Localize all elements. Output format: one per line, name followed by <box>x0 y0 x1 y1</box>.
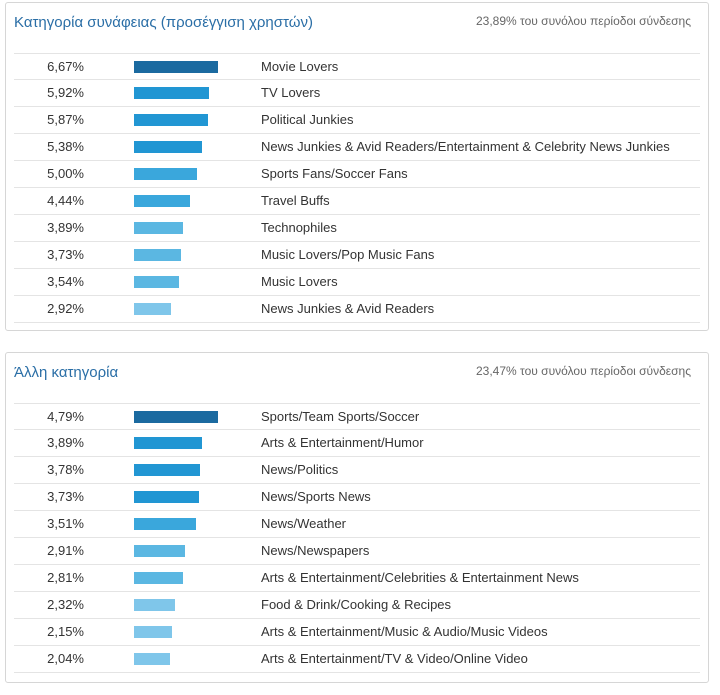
value-label: 4,79% <box>47 409 84 424</box>
value-label: 5,38% <box>47 139 84 154</box>
category-table: 4,79% Sports/Team Sports/Soccer 3,89% Arts … <box>14 403 700 673</box>
category-label[interactable]: Music Lovers <box>261 274 338 289</box>
table-row: 4,79% Sports/Team Sports/Soccer <box>14 403 700 430</box>
category-label[interactable]: Arts & Entertainment/TV & Video/Online V… <box>261 651 528 666</box>
value-label: 5,92% <box>47 85 84 100</box>
value-label: 3,89% <box>47 435 84 450</box>
bar <box>134 61 218 73</box>
category-label[interactable]: Sports Fans/Soccer Fans <box>261 166 408 181</box>
panel-summary: 23,47% του συνόλου περίοδοι σύνδεσης <box>476 364 691 378</box>
bar <box>134 87 209 99</box>
table-row: 2,91% News/Newspapers <box>14 538 700 565</box>
panel-title[interactable]: Άλλη κατηγορία <box>14 364 119 381</box>
table-row: 3,89% Arts & Entertainment/Humor <box>14 430 700 457</box>
value-label: 3,73% <box>47 247 84 262</box>
bar <box>134 572 183 584</box>
table-row: 5,38% News Junkies & Avid Readers/Enterta… <box>14 134 700 161</box>
bar <box>134 222 183 234</box>
category-label[interactable]: Arts & Entertainment/Music & Audio/Music… <box>261 624 548 639</box>
bar <box>134 276 179 288</box>
other-category-panel: Άλλη κατηγορία 23,47% του συνόλου περίοδ… <box>5 352 709 683</box>
value-label: 3,51% <box>47 516 84 531</box>
category-label[interactable]: Movie Lovers <box>261 59 339 74</box>
category-label[interactable]: Arts & Entertainment/Celebrities & Enter… <box>261 570 579 585</box>
table-row: 3,89% Technophiles <box>14 215 700 242</box>
panel-header: Κατηγορία συνάφειας (προσέγγιση χρηστών)… <box>6 3 708 39</box>
bar <box>134 195 190 207</box>
panel-title[interactable]: Κατηγορία συνάφειας (προσέγγιση χρηστών) <box>14 14 313 31</box>
bar <box>134 303 171 315</box>
category-label[interactable]: News/Politics <box>261 462 339 477</box>
bar <box>134 545 185 557</box>
value-label: 2,92% <box>47 301 84 316</box>
value-label: 5,87% <box>47 112 84 127</box>
table-row: 4,44% Travel Buffs <box>14 188 700 215</box>
table-row: 2,15% Arts & Entertainment/Music & Audio/… <box>14 619 700 646</box>
value-label: 3,89% <box>47 220 84 235</box>
table-row: 5,87% Political Junkies <box>14 107 700 134</box>
table-row: 2,04% Arts & Entertainment/TV & Video/Onl… <box>14 646 700 673</box>
panel-header: Άλλη κατηγορία 23,47% του συνόλου περίοδ… <box>6 353 708 389</box>
category-label[interactable]: Political Junkies <box>261 112 354 127</box>
value-label: 3,78% <box>47 462 84 477</box>
table-row: 6,67% Movie Lovers <box>14 53 700 80</box>
table-row: 3,73% News/Sports News <box>14 484 700 511</box>
value-label: 4,44% <box>47 193 84 208</box>
value-label: 2,81% <box>47 570 84 585</box>
table-row: 2,92% News Junkies & Avid Readers <box>14 296 700 323</box>
category-label[interactable]: Food & Drink/Cooking & Recipes <box>261 597 452 612</box>
value-label: 3,54% <box>47 274 84 289</box>
category-label[interactable]: Travel Buffs <box>261 193 330 208</box>
table-row: 2,81% Arts & Entertainment/Celebrities & … <box>14 565 700 592</box>
table-row: 5,92% TV Lovers <box>14 80 700 107</box>
category-label[interactable]: News/Weather <box>261 516 347 531</box>
panel-summary: 23,89% του συνόλου περίοδοι σύνδεσης <box>476 14 691 28</box>
value-label: 2,04% <box>47 651 84 666</box>
bar <box>134 437 202 449</box>
bar <box>134 464 200 476</box>
table-row: 5,00% Sports Fans/Soccer Fans <box>14 161 700 188</box>
category-label[interactable]: TV Lovers <box>261 85 321 100</box>
bar <box>134 114 208 126</box>
category-table: 6,67% Movie Lovers 5,92% TV Lovers 5,87% Poli… <box>14 53 700 323</box>
category-label[interactable]: Arts & Entertainment/Humor <box>261 435 424 450</box>
bar <box>134 168 197 180</box>
value-label: 5,00% <box>47 166 84 181</box>
category-label[interactable]: News Junkies & Avid Readers/Entertainmen… <box>261 139 670 154</box>
category-label[interactable]: Sports/Team Sports/Soccer <box>261 409 420 424</box>
value-label: 3,73% <box>47 489 84 504</box>
bar <box>134 491 199 503</box>
table-row: 3,73% Music Lovers/Pop Music Fans <box>14 242 700 269</box>
affinity-category-panel: Κατηγορία συνάφειας (προσέγγιση χρηστών)… <box>5 2 709 331</box>
category-label[interactable]: News/Sports News <box>261 489 371 504</box>
bar <box>134 518 196 530</box>
category-label[interactable]: News Junkies & Avid Readers <box>261 301 435 316</box>
table-row: 3,54% Music Lovers <box>14 269 700 296</box>
bar <box>134 626 172 638</box>
category-label[interactable]: News/Newspapers <box>261 543 370 558</box>
category-label[interactable]: Technophiles <box>261 220 337 235</box>
value-label: 6,67% <box>47 59 84 74</box>
bar <box>134 653 170 665</box>
value-label: 2,15% <box>47 624 84 639</box>
bar <box>134 599 175 611</box>
value-label: 2,32% <box>47 597 84 612</box>
bar <box>134 411 218 423</box>
table-row: 2,32% Food & Drink/Cooking & Recipes <box>14 592 700 619</box>
category-label[interactable]: Music Lovers/Pop Music Fans <box>261 247 435 262</box>
table-row: 3,51% News/Weather <box>14 511 700 538</box>
value-label: 2,91% <box>47 543 84 558</box>
bar <box>134 249 181 261</box>
bar <box>134 141 202 153</box>
table-row: 3,78% News/Politics <box>14 457 700 484</box>
